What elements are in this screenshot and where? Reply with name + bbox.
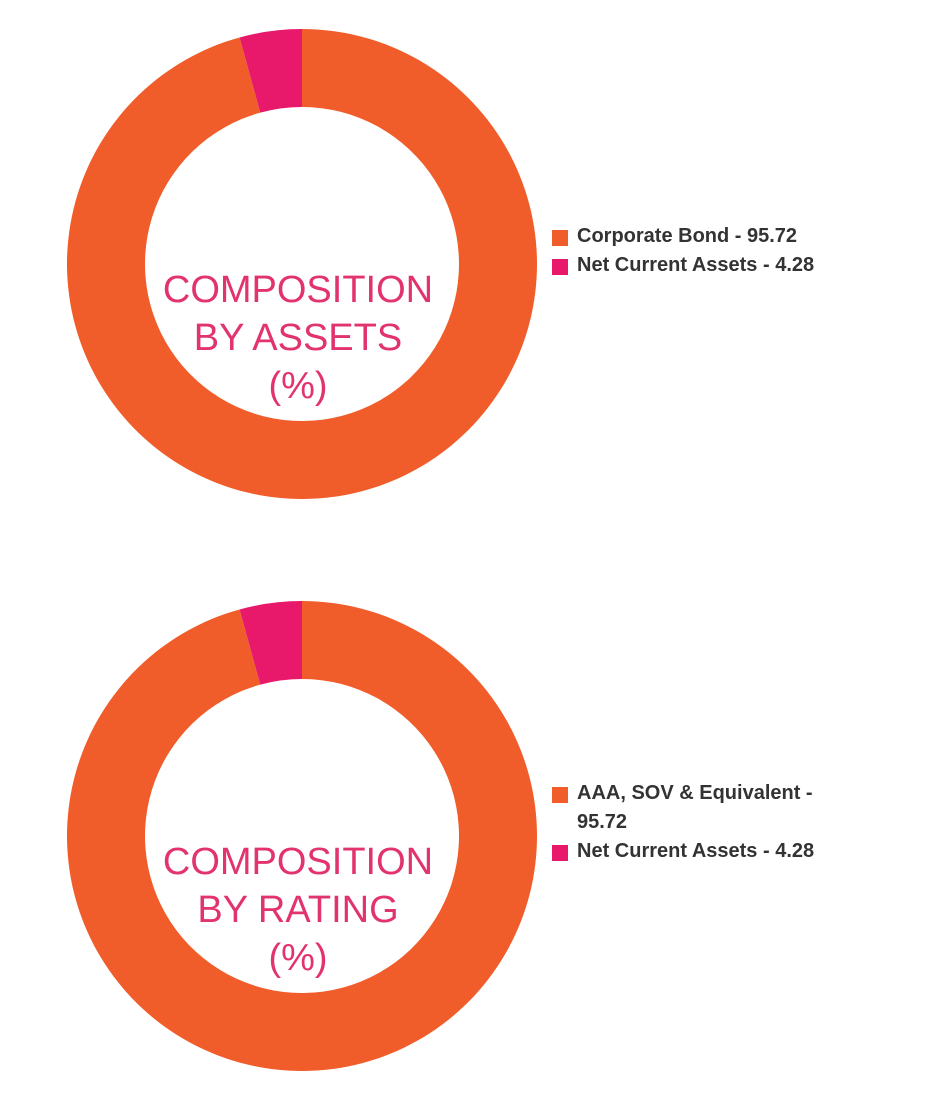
legend-label: Net Current Assets - 4.28 [577,254,815,276]
title-line: COMPOSITION [162,841,434,883]
legend-label-line: AAA, SOV & Equivalent - [577,782,813,804]
slice-net-current-assets [239,601,302,685]
legend-swatch [552,787,568,803]
legend-item-net-current-assets: Net Current Assets - 4.28 [552,837,872,866]
legend-item-aaa-sov-equivalent: AAA, SOV & Equivalent - 95.72 [552,779,872,837]
rating-legend: AAA, SOV & Equivalent - 95.72 Net Curren… [552,779,872,866]
title-line: BY ASSETS [193,317,403,359]
legend-label: Net Current Assets - 4.28 [577,840,815,862]
assets-donut [67,29,538,499]
title-line: BY RATING [197,889,399,931]
title-line: (%) [268,365,328,407]
rating-chart: COMPOSITION BY RATING (%) AAA, SOV & Equ… [0,572,928,1071]
assets-legend: Corporate Bond - 95.72 Net Current Asset… [552,222,872,280]
slice-corporate-bond [67,29,538,499]
slice-net-current-assets [239,29,302,113]
rating-donut [67,601,538,1071]
legend-label: Corporate Bond - 95.72 [577,225,798,247]
legend-item-net-current-assets: Net Current Assets - 4.28 [552,251,872,280]
legend-swatch [552,845,568,861]
legend-item-corporate-bond: Corporate Bond - 95.72 [552,222,872,251]
title-line: COMPOSITION [162,269,434,311]
legend-label-line: 95.72 [577,811,628,833]
slice-aaa-sov-equivalent [67,601,538,1071]
title-line: (%) [268,937,328,979]
legend-swatch [552,259,568,275]
assets-chart-title: COMPOSITION BY ASSETS (%) [130,266,466,410]
legend-swatch [552,230,568,246]
rating-chart-title: COMPOSITION BY RATING (%) [130,838,466,982]
assets-chart: COMPOSITION BY ASSETS (%) Corporate Bond… [0,0,928,499]
